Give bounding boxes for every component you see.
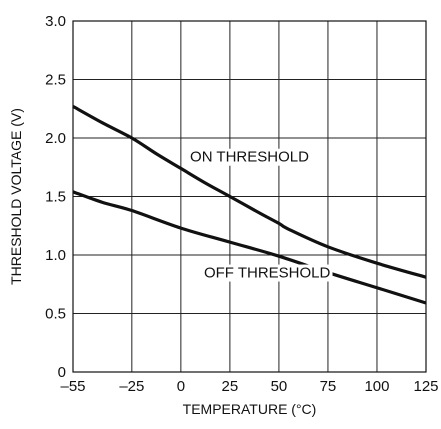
on-threshold-label: ON THRESHOLD [190, 149, 309, 166]
annotation-background [188, 148, 312, 166]
plot-frame [72, 20, 427, 373]
y-tick-label: 1.0 [45, 247, 66, 264]
y-tick-label: 2.5 [45, 72, 66, 89]
x-tick-label: 75 [320, 378, 337, 395]
x-tick-label: –55 [60, 378, 85, 395]
grid [72, 20, 427, 373]
x-tick-label: 100 [364, 378, 389, 395]
y-tick-labels: 0 0.5 1.0 1.5 2.0 2.5 3.0 [45, 13, 66, 381]
x-tick-labels: –55 –25 0 25 50 75 100 125 [60, 378, 438, 395]
off-threshold-label: OFF THRESHOLD [204, 265, 331, 282]
y-tick-label: 3.0 [45, 13, 66, 30]
on-threshold-line [72, 105, 427, 279]
x-tick-label: 50 [271, 378, 288, 395]
series-layer [72, 105, 427, 305]
y-tick-label: 0.5 [45, 306, 66, 323]
y-axis-title: THRESHOLD VOLTAGE (V) [8, 108, 24, 285]
y-tick-label: 1.5 [45, 189, 66, 206]
annotations: ON THRESHOLD OFF THRESHOLD [188, 148, 333, 282]
annotation-background [201, 264, 333, 282]
x-tick-label: 25 [222, 378, 239, 395]
x-tick-label: 125 [413, 378, 438, 395]
y-tick-label: 0 [58, 364, 66, 381]
off-threshold-line [72, 190, 427, 305]
x-axis-title: TEMPERATURE (°C) [183, 401, 317, 417]
x-tick-label: –25 [119, 378, 144, 395]
x-tick-label: 0 [177, 378, 185, 395]
y-tick-label: 2.0 [45, 130, 66, 147]
